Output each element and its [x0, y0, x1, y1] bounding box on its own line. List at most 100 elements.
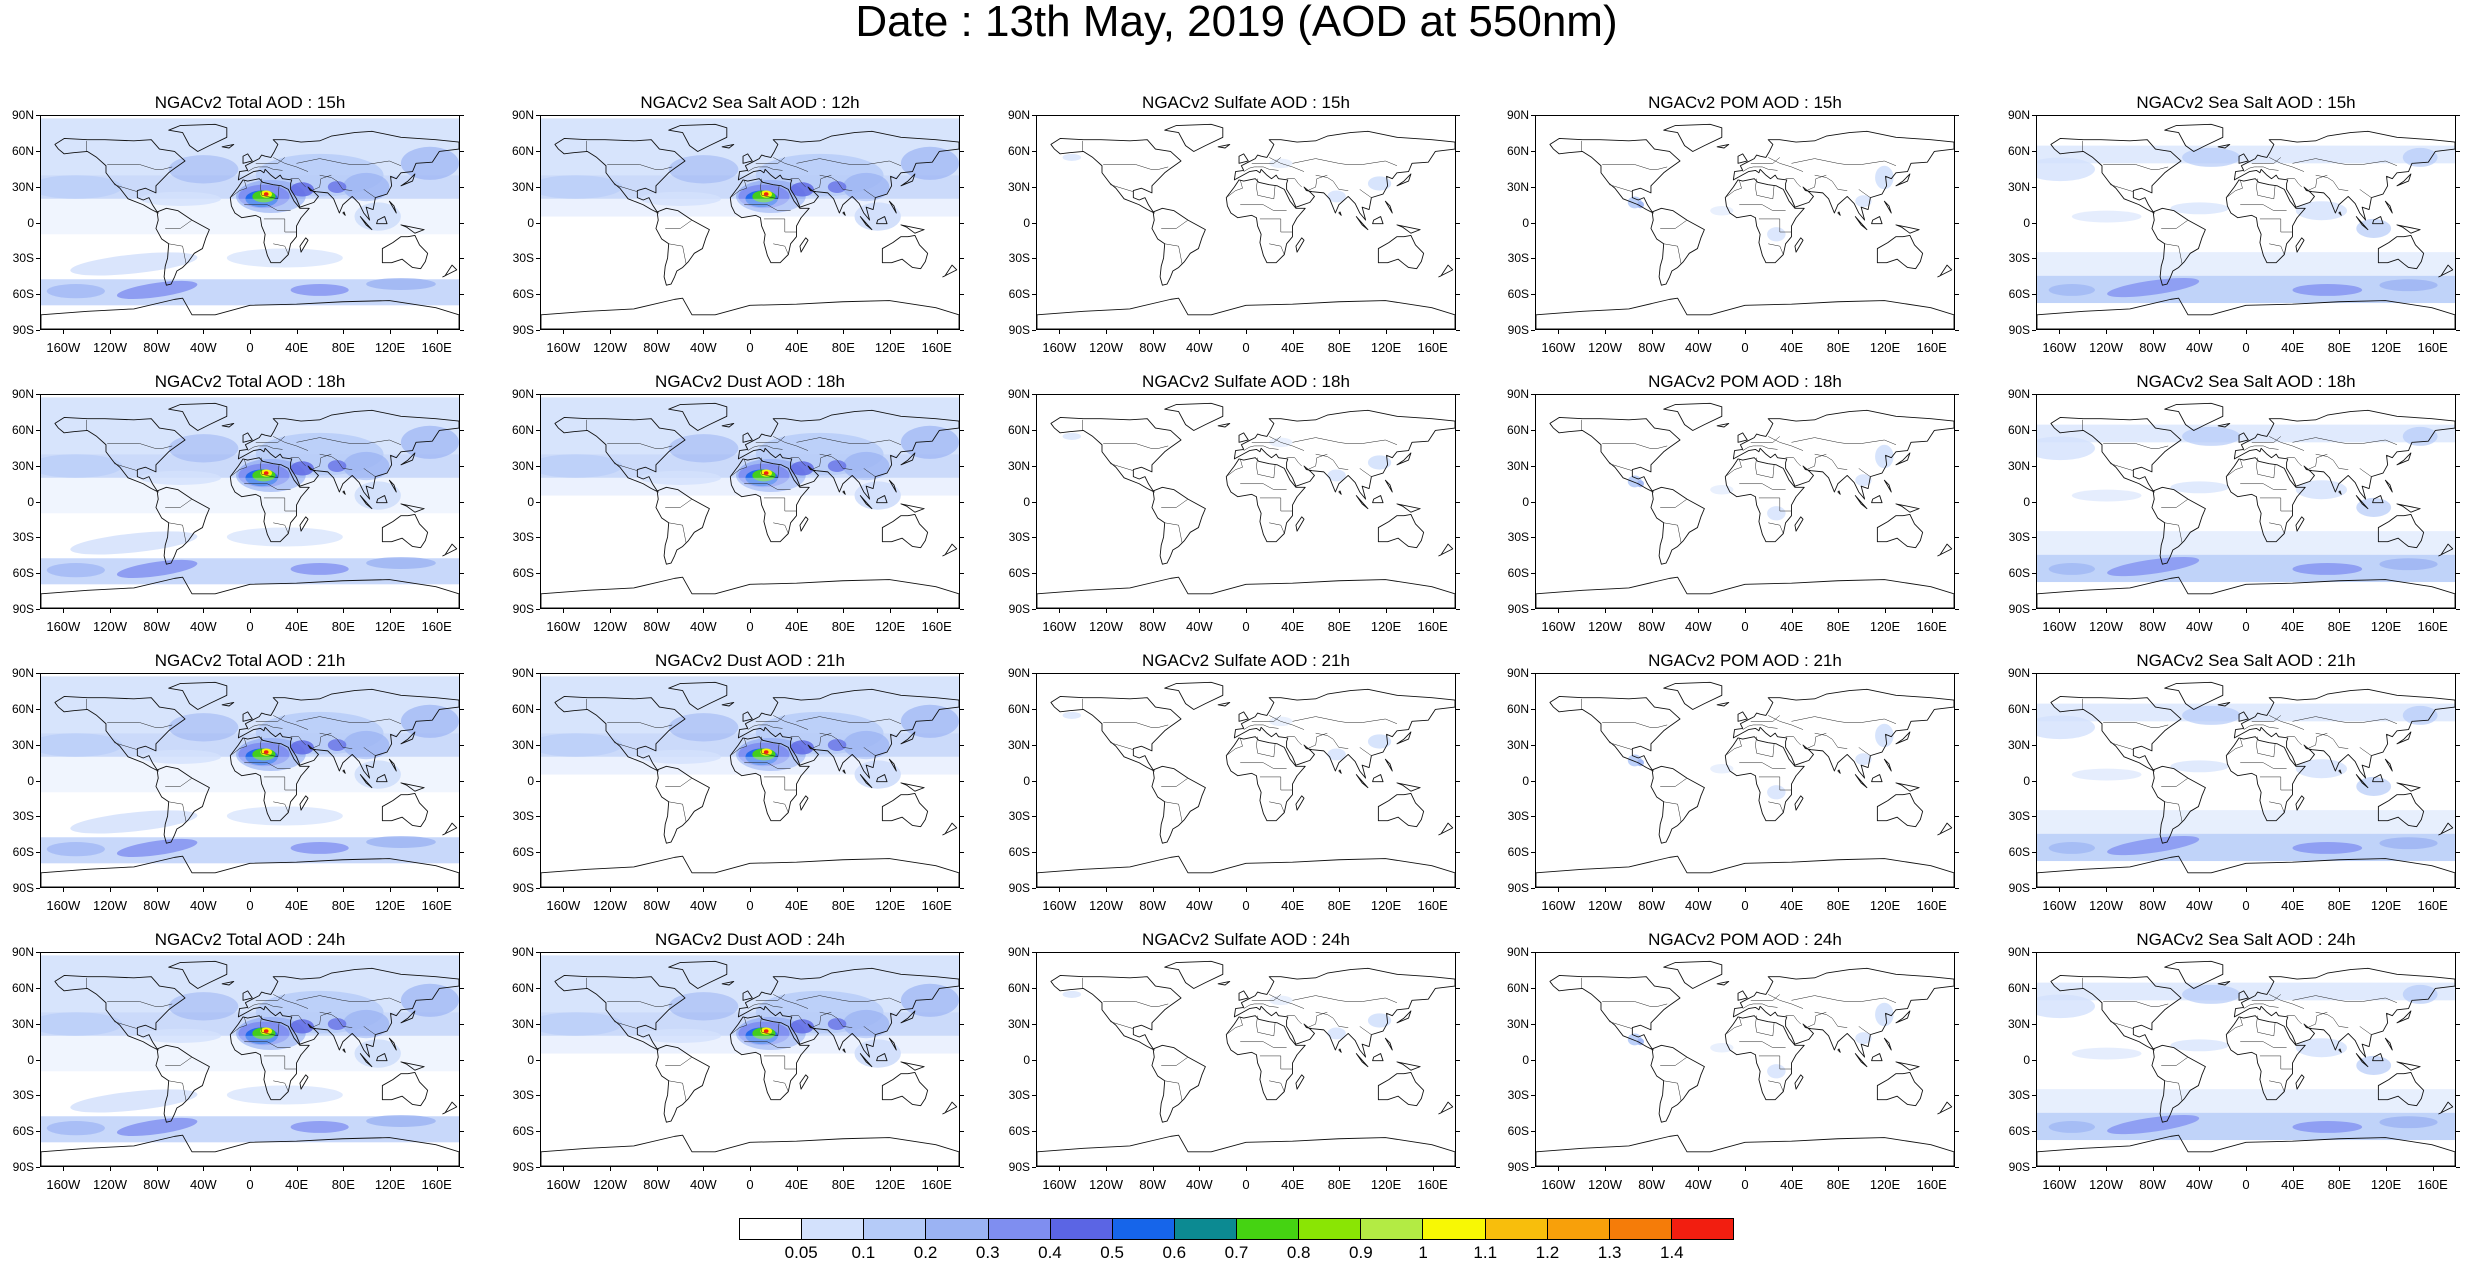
lon-tick	[1339, 609, 1341, 613]
island-outline	[1937, 543, 1953, 557]
lon-label: 40W	[689, 1177, 717, 1192]
lat-tick	[1531, 465, 1535, 467]
lat-tick	[36, 573, 40, 575]
island-outline	[1883, 1037, 1892, 1051]
aod-patch	[1367, 734, 1392, 749]
aod-patch	[2037, 436, 2096, 461]
colorbar-label: 0.2	[913, 1243, 938, 1262]
island-outline	[1338, 211, 1342, 216]
aod-band	[541, 676, 959, 734]
map-plot	[1036, 115, 1456, 330]
border-line	[1742, 166, 1778, 172]
country-borders	[1082, 419, 1398, 543]
lon-label: 80W	[1638, 619, 1666, 634]
coastline	[2164, 681, 2224, 710]
country-borders	[1581, 698, 1897, 822]
island-outline	[1871, 1053, 1883, 1062]
lat-label: 90S	[1507, 881, 1529, 895]
lon-tick	[1199, 888, 1201, 892]
lat-tick	[36, 330, 40, 331]
border-line	[2164, 1080, 2183, 1101]
lat-label: 90S	[2008, 602, 2030, 616]
map-panel: NGACv2 Dust AOD : 24h 90N 60N 30N 0 30S 60S 90S…	[512, 930, 964, 1200]
border-line	[665, 498, 693, 508]
lat-tick	[460, 1023, 464, 1025]
island-outline	[2217, 980, 2231, 986]
aod-patch	[668, 992, 739, 1021]
lat-tick	[2032, 294, 2036, 296]
coastline	[881, 235, 929, 270]
lat-tick	[2032, 1131, 2036, 1133]
aod-patch	[400, 425, 459, 459]
coastlines	[1037, 123, 1455, 329]
island-outline	[2372, 495, 2384, 504]
lat-tick	[1531, 222, 1535, 224]
island-outline	[900, 503, 925, 513]
lon-label: 40W	[1185, 898, 1213, 913]
lon-label: 80W	[1638, 340, 1666, 355]
lon-tick	[1885, 1167, 1886, 1171]
lat-tick	[1456, 429, 1460, 431]
border-line	[114, 184, 138, 192]
map-plot	[2036, 394, 2456, 609]
aod-field-svg	[2037, 402, 2455, 608]
border-line	[2161, 219, 2189, 229]
border-line	[755, 994, 785, 1001]
island-outline	[742, 990, 753, 1001]
coastline	[737, 130, 959, 221]
border-line	[2259, 776, 2293, 791]
lon-tick	[2246, 888, 2247, 892]
coastline	[2037, 1134, 2455, 1166]
aod-patch	[2292, 842, 2363, 854]
lat-label: 0	[527, 215, 534, 230]
border-line	[1750, 436, 1780, 443]
island-outline	[942, 1101, 958, 1115]
border-line	[311, 174, 332, 191]
island-outline	[842, 211, 846, 216]
island-outline	[221, 422, 235, 428]
border-line	[1240, 762, 1287, 769]
lat-tick	[536, 465, 540, 467]
aod-field-svg	[1037, 402, 1455, 608]
coastline	[668, 123, 728, 152]
aod-patch	[327, 181, 347, 193]
border-line	[168, 522, 187, 543]
lat-tick	[1456, 1131, 1460, 1133]
border-line	[230, 737, 247, 756]
island-outline	[1384, 479, 1393, 493]
lat-tick	[2032, 744, 2036, 746]
lat-label: 0	[1522, 494, 1529, 509]
aod-patch	[2182, 705, 2241, 725]
aod-patch	[46, 842, 105, 857]
lon-label: 120E	[2370, 619, 2402, 634]
lat-tick	[1456, 987, 1460, 989]
lat-tick	[1531, 1095, 1535, 1097]
coastlines	[541, 960, 959, 1166]
island-outline	[1794, 1074, 1804, 1090]
border-line	[2240, 762, 2287, 769]
aod-patch	[639, 1028, 721, 1043]
border-line	[730, 179, 747, 198]
border-line	[296, 437, 402, 445]
lat-tick	[1032, 150, 1036, 152]
lon-label: 160W	[546, 619, 581, 634]
island-outline	[1937, 1101, 1953, 1115]
lon-tick	[1386, 888, 1387, 892]
coastline	[155, 1044, 210, 1123]
lat-tick	[960, 501, 964, 503]
aod-patch	[2037, 715, 2096, 740]
lon-label: 160E	[421, 340, 452, 355]
border-line	[165, 498, 193, 508]
lat-tick	[1531, 429, 1535, 431]
lat-tick	[36, 1167, 40, 1168]
aod-patch	[263, 1029, 269, 1033]
lat-label: 30N	[1007, 179, 1030, 194]
lon-tick	[1292, 1167, 1294, 1171]
lon-tick	[1931, 609, 1933, 613]
lat-tick	[2032, 150, 2036, 152]
coastline	[237, 967, 459, 1058]
aod-patch	[1767, 785, 1786, 800]
lat-label: 60S	[2008, 287, 2030, 302]
aod-field	[2037, 703, 2455, 862]
island-outline	[888, 200, 897, 214]
